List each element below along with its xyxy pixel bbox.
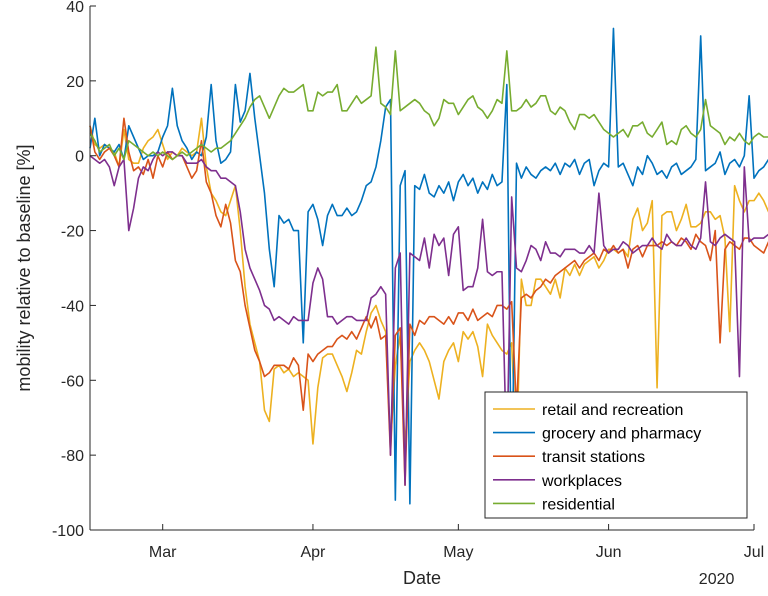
series-line-retail-and-recreation (89, 117, 768, 456)
y-tick-label: -20 (61, 224, 84, 241)
y-tick-label: -100 (52, 523, 84, 540)
y-axis-label: mobility relative to baseline [%] (14, 144, 34, 391)
series-line-residential (89, 46, 768, 161)
series-line-transit-stations (89, 117, 768, 486)
legend: retail and recreation grocery and pharmac… (484, 391, 748, 519)
y-tick-label: -80 (61, 448, 84, 465)
y-tick-label: 0 (75, 149, 84, 166)
y-tick-label: -60 (61, 373, 84, 390)
series-layer (89, 27, 768, 505)
series-line-grocery-and-pharmacy (89, 27, 768, 505)
ticks-layer: -100 -80 -60 -40 -20 0 20 40 Mar Apr May Jun Jul (52, 0, 764, 561)
year-label: 2020 (699, 571, 735, 588)
x-axis-label: Date (403, 568, 441, 588)
x-tick-label: Jul (744, 544, 764, 561)
legend-label: transit stations (542, 449, 645, 466)
axes-layer (89, 6, 754, 531)
x-tick-label: Apr (300, 544, 326, 561)
x-tick-label: Jun (596, 544, 622, 561)
legend-label: residential (542, 496, 615, 513)
legend-box (484, 391, 748, 519)
legend-label: workplaces (541, 473, 622, 490)
y-tick-label: 20 (66, 74, 84, 91)
series-line-workplaces (89, 151, 768, 486)
y-tick-label: 40 (66, 0, 84, 16)
y-tick-label: -40 (61, 298, 84, 315)
legend-label: retail and recreation (542, 402, 683, 419)
legend-label: grocery and pharmacy (542, 426, 701, 443)
x-tick-label: Mar (149, 544, 177, 561)
x-tick-label: May (443, 544, 473, 561)
